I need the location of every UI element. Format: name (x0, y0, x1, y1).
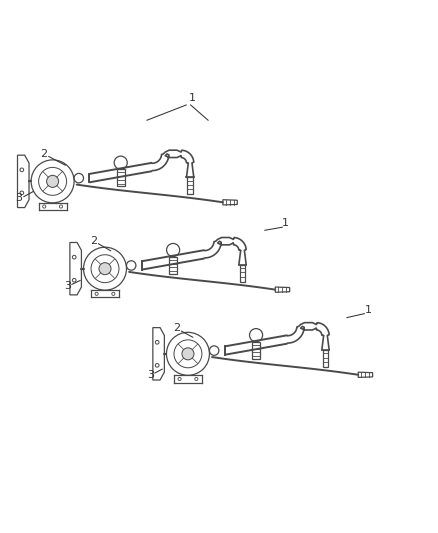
Text: 1: 1 (189, 93, 196, 103)
Text: 3: 3 (147, 370, 154, 380)
Circle shape (46, 175, 59, 188)
Circle shape (182, 348, 194, 360)
Text: 2: 2 (90, 236, 97, 246)
Text: 3: 3 (64, 281, 71, 290)
Text: 1: 1 (365, 305, 372, 315)
Text: 3: 3 (15, 193, 22, 203)
Text: 1: 1 (283, 218, 290, 228)
Circle shape (99, 263, 111, 274)
Text: 2: 2 (40, 149, 47, 159)
Text: 2: 2 (173, 324, 180, 334)
